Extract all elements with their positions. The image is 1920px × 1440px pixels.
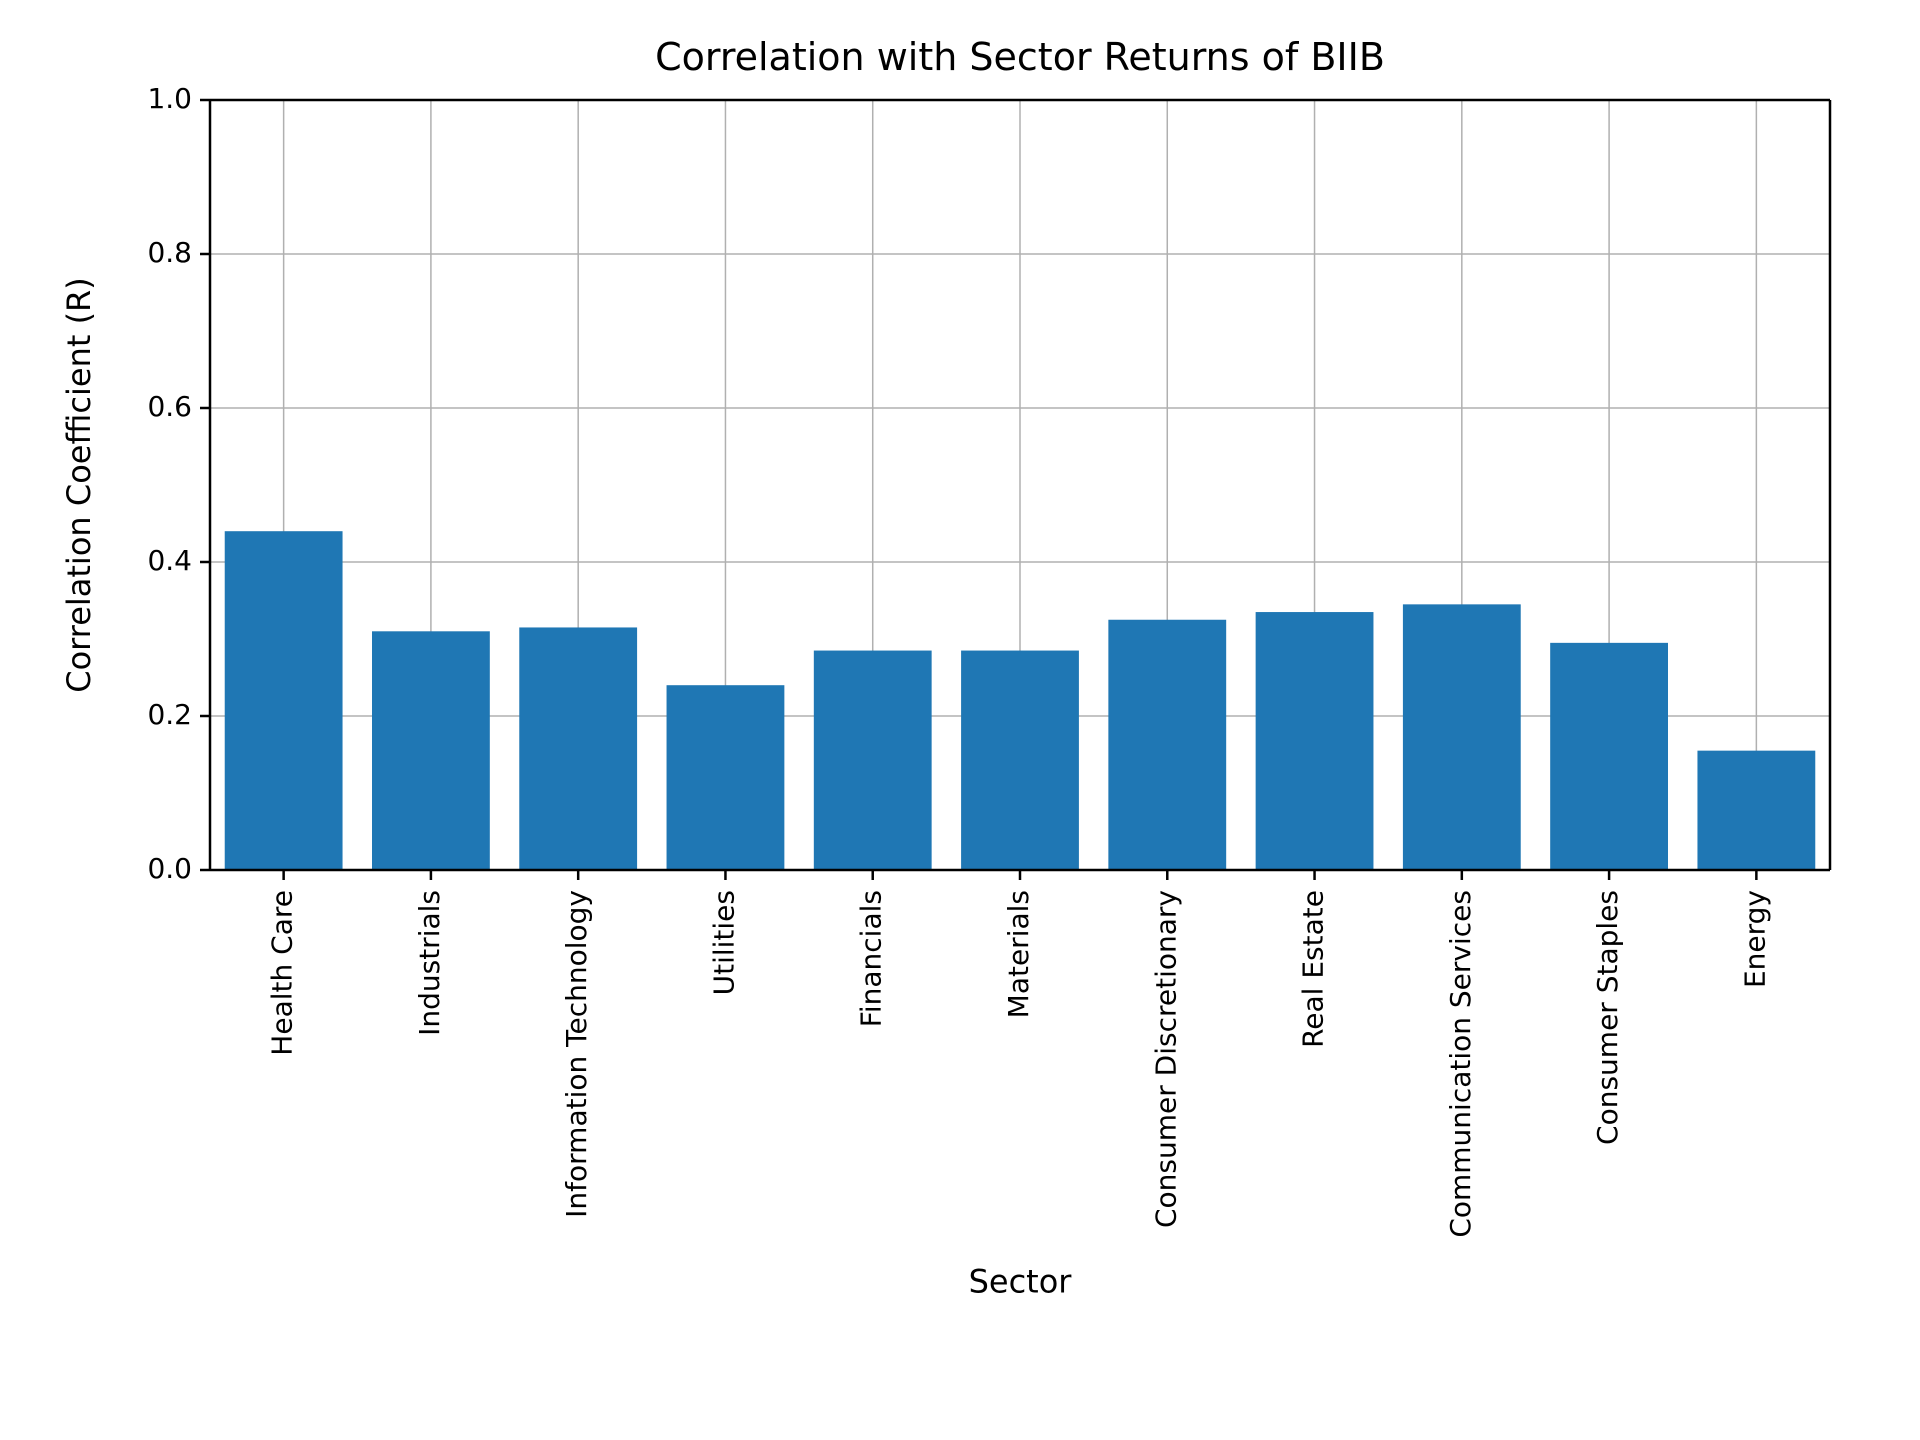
y-tick-label: 0.4 xyxy=(147,544,192,577)
bar xyxy=(1108,620,1226,870)
x-tick-label: Industrials xyxy=(413,890,446,1036)
bar-chart-svg: 0.0 0.2 0.4 0.6 0.8 1.0 Health Care Industrials… xyxy=(0,0,1920,1440)
bar xyxy=(961,651,1079,870)
x-tick-label: Consumer Staples xyxy=(1591,890,1624,1145)
x-tick-label: Real Estate xyxy=(1297,890,1330,1048)
y-axis-label: Correlation Coefficient (R) xyxy=(60,277,98,693)
chart-container: 0.0 0.2 0.4 0.6 0.8 1.0 Health Care Industrials… xyxy=(0,0,1920,1440)
x-tick-label: Information Technology xyxy=(560,890,593,1218)
y-tick-label: 0.2 xyxy=(147,698,192,731)
x-tick-label: Utilities xyxy=(707,890,740,995)
y-tick-label: 1.0 xyxy=(147,82,192,115)
bar xyxy=(372,631,490,870)
x-tick-label: Consumer Discretionary xyxy=(1149,890,1182,1228)
x-tick-label: Energy xyxy=(1738,890,1771,988)
bar xyxy=(1550,643,1668,870)
y-tick-label: 0.8 xyxy=(147,236,192,269)
y-tick-label: 0.6 xyxy=(147,390,192,423)
bar xyxy=(1256,612,1374,870)
bar xyxy=(667,685,785,870)
x-tick-label: Health Care xyxy=(266,890,299,1056)
y-tick-label: 0.0 xyxy=(147,852,192,885)
x-tick-label: Financials xyxy=(855,890,888,1027)
bar xyxy=(225,531,343,870)
bar xyxy=(1697,751,1815,870)
x-axis-label: Sector xyxy=(969,1262,1073,1300)
bar xyxy=(519,627,637,870)
x-tick-label: Communication Services xyxy=(1444,890,1477,1238)
chart-title: Correlation with Sector Returns of BIIB xyxy=(655,35,1385,79)
bar xyxy=(1403,604,1521,870)
bar xyxy=(814,651,932,870)
x-tick-label: Materials xyxy=(1002,890,1035,1018)
